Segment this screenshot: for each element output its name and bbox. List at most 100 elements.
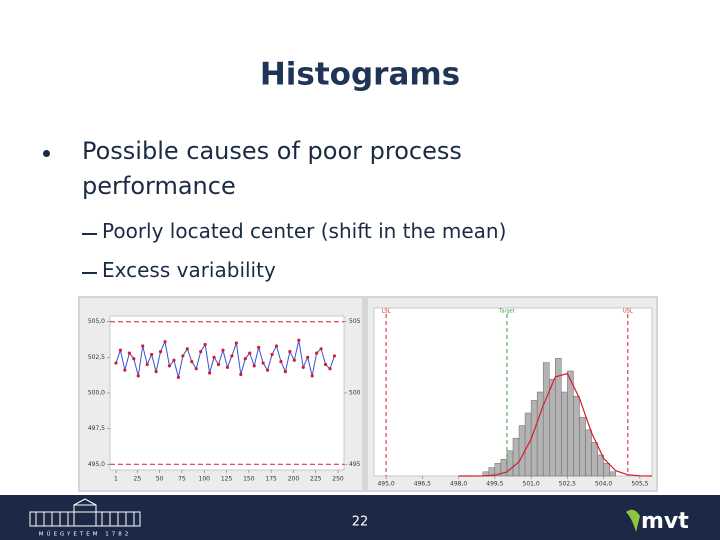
histogram-bar bbox=[603, 463, 610, 477]
x-tick-label: 75 bbox=[178, 476, 186, 483]
run-point bbox=[194, 367, 198, 371]
run-point bbox=[221, 348, 225, 352]
x-tick-label: 250 bbox=[332, 476, 344, 483]
y2-tick-label: 495 bbox=[349, 461, 361, 468]
run-point bbox=[279, 360, 283, 364]
run-point bbox=[315, 351, 319, 355]
x-tick-label: 496,5 bbox=[414, 481, 431, 488]
x-tick-label: 100 bbox=[199, 476, 211, 483]
run-point bbox=[230, 354, 234, 358]
run-point bbox=[288, 350, 292, 354]
run-point bbox=[185, 347, 189, 351]
y-tick-label: 495,0 bbox=[88, 461, 105, 468]
run-point bbox=[199, 350, 203, 354]
x-tick-label: 50 bbox=[156, 476, 164, 483]
histogram-bar bbox=[597, 454, 604, 477]
run-point bbox=[239, 372, 243, 377]
run-point bbox=[212, 355, 216, 359]
x-tick-label: 504,0 bbox=[595, 481, 612, 488]
spec-label: USL bbox=[623, 309, 633, 315]
x-tick-label: 200 bbox=[288, 476, 300, 483]
run-point bbox=[243, 357, 247, 361]
spec-label: LSL bbox=[382, 309, 391, 315]
x-tick-label: 125 bbox=[221, 476, 233, 483]
run-point bbox=[158, 350, 163, 354]
run-point bbox=[265, 368, 270, 372]
x-tick-label: 1 bbox=[114, 476, 118, 483]
run-point bbox=[297, 338, 301, 342]
normal-curve bbox=[458, 372, 653, 477]
run-point bbox=[261, 361, 265, 365]
x-tick-label: 495,0 bbox=[377, 481, 394, 488]
sub-bullet-text: Excess variability bbox=[102, 258, 276, 282]
run-point bbox=[306, 355, 310, 359]
x-tick-label: 225 bbox=[310, 476, 322, 483]
x-tick-label: 502,5 bbox=[559, 481, 576, 488]
run-point bbox=[208, 371, 212, 375]
histogram-bar bbox=[561, 391, 568, 477]
spec-label: Target bbox=[498, 309, 515, 315]
run-point bbox=[225, 365, 230, 369]
run-point bbox=[118, 348, 123, 352]
page-number: 22 bbox=[352, 515, 369, 530]
histogram-bar bbox=[609, 471, 616, 477]
university-logo bbox=[29, 498, 141, 527]
slide-title: Histograms bbox=[260, 57, 460, 93]
run-point bbox=[154, 370, 158, 374]
sub-bullet-marker bbox=[82, 272, 97, 274]
y-tick-label: 505,0 bbox=[88, 318, 105, 325]
histogram-bar bbox=[536, 391, 544, 477]
histogram-bar bbox=[585, 429, 592, 477]
run-point bbox=[132, 357, 136, 361]
run-point bbox=[150, 352, 154, 357]
histogram-bar bbox=[591, 442, 598, 477]
x-tick-label: 498,0 bbox=[450, 481, 467, 488]
y2-tick-label: 500 bbox=[349, 390, 361, 397]
run-point bbox=[310, 374, 314, 378]
run-point bbox=[123, 368, 127, 372]
run-point bbox=[203, 342, 207, 347]
histogram-bar bbox=[512, 437, 520, 477]
run-point bbox=[283, 370, 288, 374]
x-tick-label: 150 bbox=[243, 476, 255, 483]
run-point bbox=[216, 362, 221, 367]
run-point bbox=[163, 340, 167, 344]
run-point bbox=[167, 364, 172, 368]
mvt-logo-text: mvt bbox=[641, 509, 689, 534]
run-point bbox=[190, 360, 194, 364]
y2-tick-label: 505 bbox=[349, 318, 361, 325]
histogram-bar bbox=[579, 416, 586, 477]
histogram-bar bbox=[506, 450, 514, 477]
footer-bar bbox=[0, 495, 720, 540]
run-point bbox=[270, 352, 274, 357]
run-point bbox=[274, 344, 279, 348]
y-tick-label: 502,5 bbox=[88, 354, 105, 361]
histogram-bar bbox=[573, 395, 580, 477]
bullet-text: Possible causes of poor process performa… bbox=[82, 137, 462, 200]
histogram-bar bbox=[549, 379, 556, 477]
histogram-bar bbox=[542, 362, 550, 477]
run-point bbox=[127, 351, 131, 355]
sub-bullet-text: Poorly located center (shift in the mean… bbox=[102, 219, 507, 243]
x-tick-label: 501,0 bbox=[523, 481, 540, 488]
run-point bbox=[301, 365, 305, 369]
run-point bbox=[332, 354, 337, 358]
run-point bbox=[328, 367, 332, 371]
x-tick-label: 505,5 bbox=[631, 481, 648, 488]
run-point bbox=[181, 354, 185, 358]
sub-bullet-marker bbox=[82, 233, 97, 235]
run-point bbox=[145, 362, 149, 367]
run-chart-plot bbox=[109, 315, 345, 471]
run-point bbox=[319, 347, 323, 351]
run-point bbox=[292, 358, 296, 362]
y-tick-label: 497,5 bbox=[88, 425, 105, 432]
run-point bbox=[172, 358, 176, 362]
y-tick-label: 500,0 bbox=[88, 390, 105, 397]
run-point bbox=[252, 364, 256, 368]
x-tick-label: 25 bbox=[134, 476, 142, 483]
run-point bbox=[176, 375, 180, 379]
run-point bbox=[141, 344, 145, 348]
run-point bbox=[323, 362, 328, 367]
